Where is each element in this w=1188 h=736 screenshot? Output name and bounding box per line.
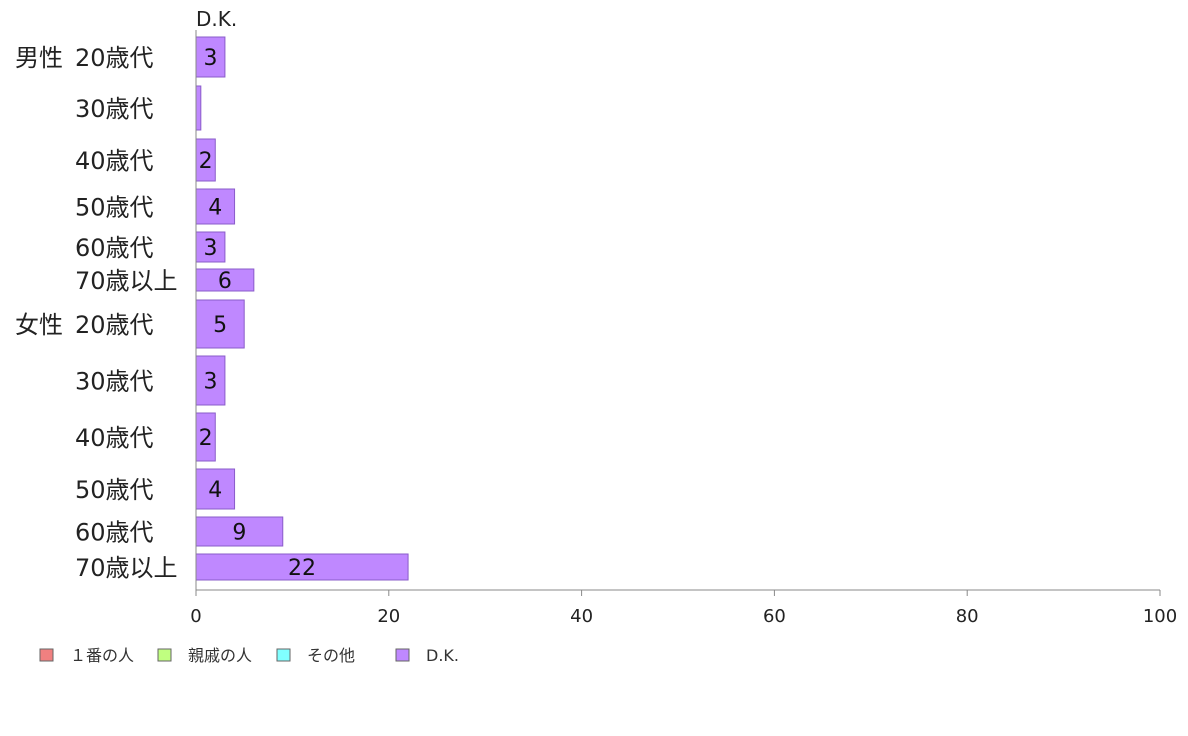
x-tick-label: 80 [956, 606, 979, 627]
data-label: 3 [203, 236, 217, 261]
x-tick-label: 60 [763, 606, 786, 627]
category-label: 30歳代 [75, 95, 154, 123]
bar [195, 516, 284, 547]
legend-label: その他 [307, 646, 355, 665]
category-label: 20歳代 [75, 311, 154, 339]
bar [195, 231, 226, 263]
x-tick-label: 40 [570, 606, 593, 627]
data-label: 5 [213, 313, 227, 338]
x-tick-label: 20 [377, 606, 400, 627]
series-top-label: D.K. [196, 7, 237, 31]
group-label: 男性 [15, 44, 63, 72]
data-label: 4 [208, 196, 222, 221]
bar [195, 553, 409, 581]
bar [195, 299, 245, 349]
legend-swatch [39, 648, 54, 662]
legend-swatch [157, 648, 172, 662]
data-label: 2 [199, 426, 213, 451]
bar [195, 468, 236, 510]
bar [195, 188, 236, 225]
category-label: 60歳代 [75, 234, 154, 262]
category-label: 70歳以上 [75, 554, 178, 582]
data-label: 3 [203, 46, 217, 71]
category-label: 30歳代 [75, 368, 154, 396]
category-label: 60歳代 [75, 519, 154, 547]
legend-label: １番の人 [70, 646, 134, 665]
legend-swatch [276, 648, 291, 662]
legend-label: 親戚の人 [188, 646, 252, 665]
category-label: 70歳以上 [75, 267, 178, 295]
bar [195, 85, 202, 131]
legend-swatch [395, 648, 410, 662]
bar [195, 355, 226, 406]
data-label: 22 [288, 556, 316, 581]
x-tick-label: 0 [190, 606, 201, 627]
data-label: 6 [218, 269, 232, 294]
data-label: 4 [208, 478, 222, 503]
category-label: 40歳代 [75, 424, 154, 452]
data-label: 3 [203, 370, 217, 395]
category-label: 50歳代 [75, 476, 154, 504]
category-label: 40歳代 [75, 147, 154, 175]
data-label: 2 [199, 149, 213, 174]
data-label: 9 [232, 521, 246, 546]
category-label: 20歳代 [75, 44, 154, 72]
group-label: 女性 [15, 311, 63, 339]
category-label: 50歳代 [75, 194, 154, 222]
legend-label: D.K. [426, 646, 459, 665]
x-tick-label: 100 [1143, 606, 1177, 627]
